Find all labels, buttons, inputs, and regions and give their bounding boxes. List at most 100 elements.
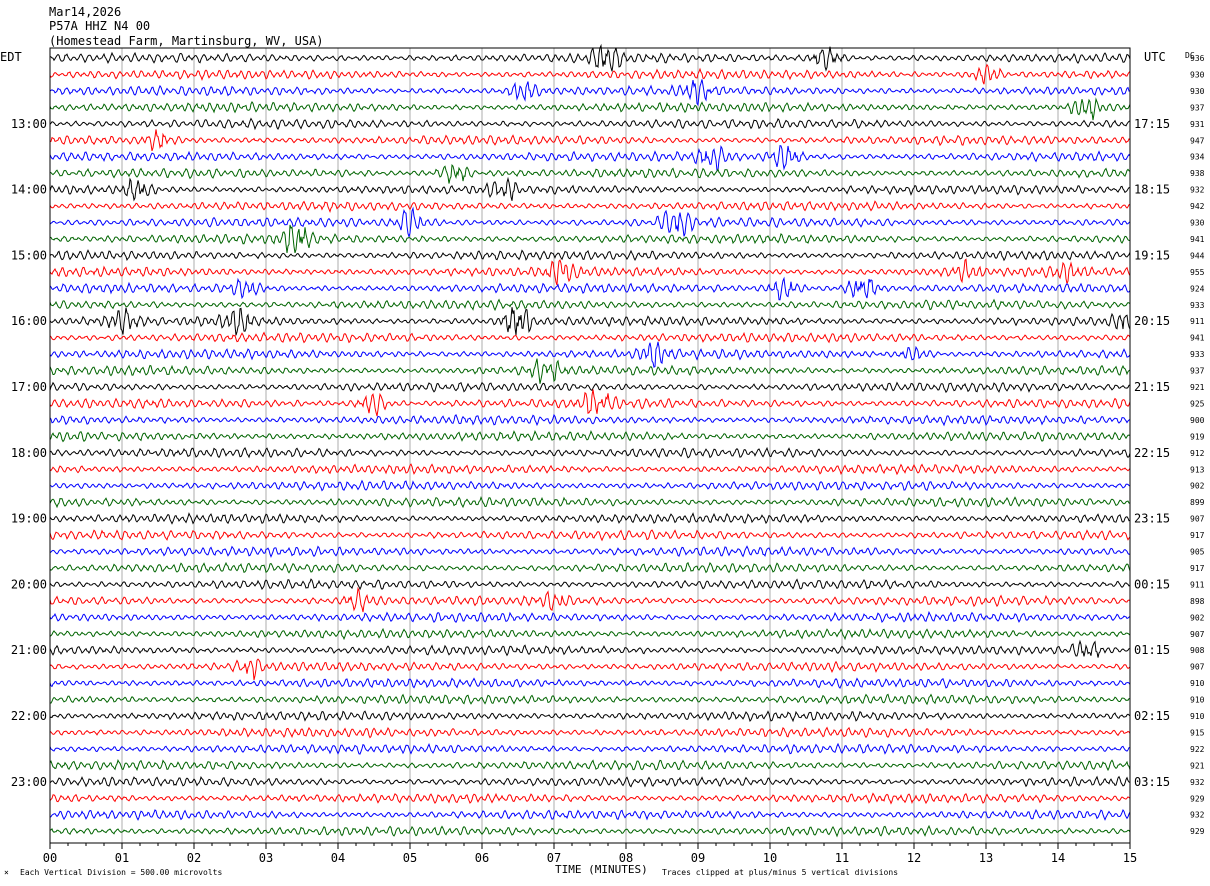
dc-offset-value: 941 (1190, 334, 1205, 343)
station-location: (Homestead Farm, Martinsburg, WV, USA) (49, 34, 324, 48)
dc-offset-value: 934 (1190, 153, 1205, 162)
utc-time-label: 19:15 (1134, 248, 1170, 262)
x-tick-label: 02 (187, 851, 201, 865)
dc-offset-value: 921 (1190, 383, 1205, 392)
x-tick-label: 04 (331, 851, 345, 865)
seismic-trace (49, 144, 1131, 172)
dc-offset-value: 932 (1190, 186, 1205, 195)
utc-time-labels: 17:15 18:15 19:15 20:15 21:15 22:15 23:15 00:15… (1134, 117, 1170, 789)
edt-time-label: 23:00 (11, 775, 47, 789)
seismic-trace (49, 512, 1131, 525)
edt-time-label: 13:00 (11, 117, 47, 131)
plot-frame (49, 47, 1131, 844)
seismic-trace (49, 627, 1131, 641)
seismic-trace (49, 808, 1131, 821)
dc-offset-value: 930 (1190, 219, 1205, 228)
dc-offset-value: 932 (1190, 778, 1205, 787)
dc-offset-value: 947 (1190, 136, 1205, 145)
dc-offset-value: 907 (1190, 515, 1205, 524)
x-axis-ticks: 00 01 02 03 04 05 06 07 08 09 10 11 12 13 14 15 (43, 843, 1137, 865)
seismic-trace (49, 759, 1131, 772)
dc-offset-value: 942 (1190, 202, 1205, 211)
dc-offset-value: 933 (1190, 301, 1205, 310)
dc-offset-value: 905 (1190, 548, 1205, 557)
dc-offset-value: 929 (1190, 827, 1205, 836)
seismic-trace (49, 824, 1131, 838)
dc-offset-value: 899 (1190, 498, 1205, 507)
edt-time-labels: 13:00 14:00 15:00 16:00 17:00 18:00 19:00 20:00… (11, 117, 47, 789)
edt-time-label: 14:00 (11, 183, 47, 197)
seismic-trace (49, 495, 1131, 509)
dc-offset-value: 911 (1190, 580, 1205, 589)
clip-note: Traces clipped at plus/minus 5 vertical … (662, 868, 898, 877)
utc-time-label: 17:15 (1134, 117, 1170, 131)
seismic-trace (49, 479, 1131, 492)
seismic-trace (49, 176, 1131, 202)
seismic-trace (49, 43, 1131, 72)
dc-offset-value: 924 (1190, 284, 1205, 293)
dc-offset-value: 933 (1190, 350, 1205, 359)
seismic-trace (49, 331, 1131, 344)
seismic-trace (49, 117, 1131, 131)
seismic-trace (49, 610, 1131, 624)
seismic-trace (49, 775, 1131, 788)
seismic-trace (49, 742, 1131, 755)
dc-offset-value: 936 (1190, 54, 1205, 63)
x-tick-label: 09 (691, 851, 705, 865)
seismic-trace (49, 163, 1131, 184)
dc-offset-value: 930 (1190, 70, 1205, 79)
x-tick-label: 12 (907, 851, 921, 865)
dc-offset-value: 913 (1190, 465, 1205, 474)
plot-date: Mar14,2026 (49, 5, 121, 19)
edt-time-label: 20:00 (11, 577, 47, 591)
utc-time-label: 03:15 (1134, 775, 1170, 789)
dc-offset-value: 941 (1190, 235, 1205, 244)
seismic-trace (49, 389, 1131, 417)
seismic-trace (49, 529, 1131, 542)
x-tick-label: 01 (115, 851, 129, 865)
dc-offset-value: 910 (1190, 712, 1205, 721)
edt-time-label: 19:00 (11, 512, 47, 526)
x-tick-label: 14 (1051, 851, 1065, 865)
dc-offset-value: 900 (1190, 416, 1205, 425)
utc-time-label: 01:15 (1134, 643, 1170, 657)
seismic-trace (49, 586, 1131, 613)
seismic-trace (49, 258, 1131, 286)
seismic-trace (49, 578, 1131, 591)
seismic-trace (49, 200, 1131, 213)
seismic-trace (49, 561, 1131, 574)
seismic-trace (49, 249, 1131, 262)
utc-label: UTC (1144, 50, 1166, 64)
x-tick-label: 05 (403, 851, 417, 865)
seismic-trace (49, 307, 1131, 336)
dc-offset-value: 930 (1190, 87, 1205, 96)
seismic-trace (49, 413, 1131, 427)
x-tick-label: 00 (43, 851, 57, 865)
dc-offset-value: 917 (1190, 531, 1205, 540)
dc-offset-value: 902 (1190, 613, 1205, 622)
seismic-trace (49, 463, 1131, 476)
x-tick-label: 13 (979, 851, 993, 865)
seismic-trace (49, 79, 1131, 107)
dc-offset-value: 907 (1190, 663, 1205, 672)
edt-time-label: 21:00 (11, 643, 47, 657)
dc-offset-value: 938 (1190, 169, 1205, 178)
seismic-trace (49, 341, 1131, 368)
dc-offset-value: 907 (1190, 630, 1205, 639)
dc-offset-value: 912 (1190, 449, 1205, 458)
dc-offset-value: 919 (1190, 432, 1205, 441)
seismic-trace (49, 430, 1131, 443)
dc-label: DC (1185, 51, 1195, 60)
edt-time-label: 22:00 (11, 709, 47, 723)
seismic-trace (49, 298, 1131, 312)
dc-offset-value: 929 (1190, 794, 1205, 803)
seismic-trace (49, 677, 1131, 690)
dc-offset-value: 922 (1190, 745, 1205, 754)
seismic-trace (49, 224, 1131, 254)
seismic-trace (49, 63, 1131, 85)
dc-offset-value: 902 (1190, 482, 1205, 491)
dc-offset-labels: 936 930 930 937 931 947 934 938 932 942 930 941 944 9… (1190, 54, 1205, 836)
x-axis-title: TIME (MINUTES) (555, 863, 648, 876)
seismic-trace (49, 276, 1131, 301)
utc-time-label: 23:15 (1134, 512, 1170, 526)
